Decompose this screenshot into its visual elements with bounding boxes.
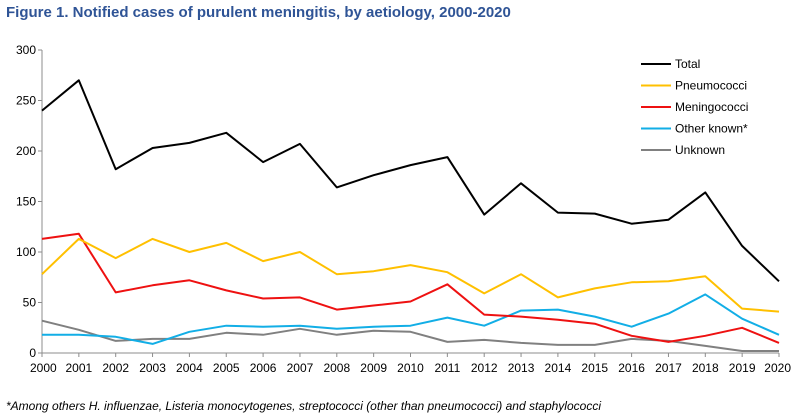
x-tick-label: 2016 [618,361,645,375]
y-tick-label: 200 [16,144,36,158]
x-tick-label: 2017 [655,361,682,375]
legend: Total Pneumococci Meningococci Other known*… [641,57,748,157]
legend-entry: Meningococci [675,100,748,114]
x-tick-label: 2014 [545,361,572,375]
y-tick-label: 150 [16,195,36,209]
x-tick-label: 2010 [397,361,424,375]
x-tick-label: 2008 [323,361,350,375]
y-tick-label: 100 [16,245,36,259]
y-tick-label: 50 [23,296,37,310]
x-tick-label: 2019 [729,361,756,375]
legend-entry: Other known* [675,122,748,136]
x-tick-label: 2006 [250,361,277,375]
x-tick-label: 2020 [764,361,791,375]
footnote: *Among others H. influenzae, Listeria mo… [6,399,601,413]
y-tick-label: 300 [16,43,36,57]
chart-title: Figure 1. Notified cases of purulent men… [6,4,511,21]
x-tick-label: 2005 [213,361,240,375]
x-tick-label: 2007 [287,361,314,375]
x-tick-label: 2009 [360,361,387,375]
x-tick-label: 2013 [508,361,535,375]
axes: 0 50 100 150 200 250 300 2000 2001 2002 2003 2004 20… [16,43,791,375]
line-chart: 0 50 100 150 200 250 300 2000 2001 2002 2003 2004 20… [16,43,791,375]
x-tick-label: 2015 [581,361,608,375]
x-tick-label: 2018 [692,361,719,375]
series-line-total [41,79,780,283]
series-line-other-known [42,293,780,345]
legend-entry: Pneumococci [675,79,747,93]
series-layer [41,79,780,352]
x-tick-label: 2004 [176,361,203,375]
series-line-pneumococci [41,237,780,313]
x-tick-label: 2001 [65,361,92,375]
y-tick-label: 250 [16,94,36,108]
series-line-meningococci [41,232,780,344]
x-tick-label: 2002 [102,361,129,375]
y-tick-label: 0 [29,346,36,360]
x-tick-label: 2011 [434,361,460,375]
legend-entry: Unknown [675,143,725,157]
x-tick-label: 2000 [30,361,57,375]
x-tick-label: 2003 [139,361,166,375]
legend-entry: Total [675,57,700,71]
x-tick-label: 2012 [471,361,498,375]
